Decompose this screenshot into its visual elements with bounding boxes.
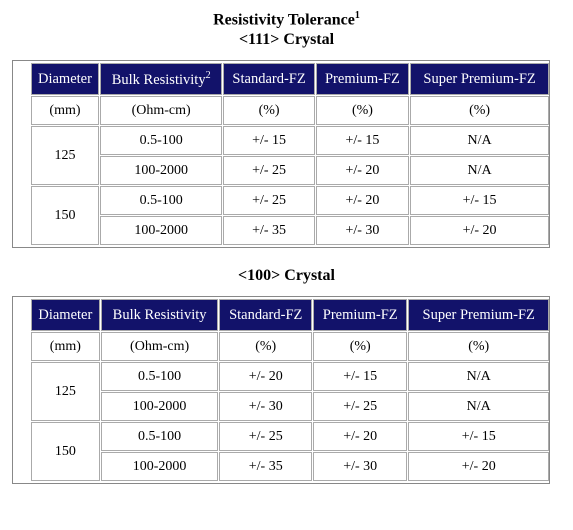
data-row: 100-2000 +/- 30 +/- 25 N/A — [31, 392, 549, 422]
unit-cell: (%) — [408, 332, 549, 362]
data-cell: 100-2000 — [99, 216, 223, 246]
unit-cell: (mm) — [31, 96, 99, 126]
page: Resistivity Tolerance1 <111> Crystal Diam… — [0, 6, 573, 530]
column-header: Diameter — [31, 63, 99, 96]
data-cell: 0.5-100 — [99, 186, 223, 216]
diameter-cell: 125 — [31, 126, 99, 186]
unit-cell: (mm) — [31, 332, 100, 362]
data-cell: +/- 20 — [408, 452, 549, 482]
data-cell: N/A — [408, 362, 549, 392]
data-cell: +/- 15 — [315, 126, 410, 156]
units-row: (mm) (Ohm-cm) (%) (%) (%) — [31, 96, 549, 126]
unit-cell: (%) — [410, 96, 549, 126]
table: Diameter Bulk Resistivity Standard-FZ Premi… — [30, 298, 550, 482]
column-header-text: Bulk Resistivity — [112, 306, 207, 323]
data-row: 100-2000 +/- 35 +/- 30 +/- 20 — [31, 452, 549, 482]
data-row: 150 0.5-100 +/- 25 +/- 20 +/- 15 — [31, 422, 549, 482]
column-header: Premium-FZ — [315, 63, 410, 96]
unit-cell: (%) — [312, 332, 408, 362]
column-header: Bulk Resistivity2 — [99, 63, 223, 96]
table-caption: <100> Crystal — [238, 267, 335, 285]
unit-cell: (Ohm-cm) — [100, 332, 219, 362]
column-header-text: Standard-FZ — [232, 70, 306, 87]
data-cell: 100-2000 — [100, 452, 219, 482]
content: <111> Crystal Diameter Bulk Resistivity2 St… — [0, 30, 573, 485]
title-note: 1 — [354, 10, 360, 21]
table: Diameter Bulk Resistivity2 Standard-FZ Prem… — [30, 62, 550, 246]
data-cell: 0.5-100 — [100, 362, 219, 392]
column-header-text: Premium-FZ — [322, 306, 398, 323]
data-row: 150 0.5-100 +/- 25 +/- 20 +/- 15 — [31, 186, 549, 246]
column-header-text: Diameter — [38, 306, 93, 323]
data-cell: 0.5-100 — [99, 126, 223, 156]
title: Resistivity Tolerance1 — [0, 6, 573, 30]
data-cell: +/- 20 — [219, 362, 312, 392]
data-row: 125 0.5-100 +/- 20 +/- 15 N/A — [31, 362, 549, 422]
data-cell: 100-2000 — [100, 392, 219, 422]
data-cell: +/- 35 — [223, 216, 315, 246]
column-header: Diameter — [31, 299, 100, 332]
data-cell: +/- 15 — [312, 362, 408, 392]
data-cell: +/- 30 — [312, 452, 408, 482]
data-cell: +/- 15 — [408, 422, 549, 452]
diameter-cell: 150 — [31, 422, 100, 482]
diameter-cell: 125 — [31, 362, 100, 422]
column-header-text: Diameter — [37, 70, 92, 87]
data-row: 100-2000 +/- 25 +/- 20 N/A — [31, 156, 549, 186]
data-cell: +/- 20 — [410, 216, 549, 246]
data-cell: +/- 15 — [223, 126, 315, 156]
data-cell: +/- 25 — [223, 186, 315, 216]
diameter-cell: 150 — [31, 186, 99, 246]
table-frame: Diameter Bulk Resistivity2 Standard-FZ Prem… — [12, 60, 550, 249]
column-header: Super Premium-FZ — [410, 63, 549, 96]
data-cell: 0.5-100 — [100, 422, 219, 452]
data-cell: +/- 15 — [410, 186, 549, 216]
column-header: Super Premium-FZ — [408, 299, 549, 332]
unit-cell: (%) — [223, 96, 315, 126]
title-text: Resistivity Tolerance — [213, 11, 355, 29]
unit-cell: (%) — [315, 96, 410, 126]
column-header-text: Premium-FZ — [324, 70, 400, 87]
table-frame: Diameter Bulk Resistivity Standard-FZ Premi… — [12, 296, 550, 485]
data-cell: +/- 25 — [312, 392, 408, 422]
data-cell: +/- 25 — [219, 422, 312, 452]
column-header-text: Bulk Resistivity — [111, 71, 206, 88]
column-note: 2 — [205, 69, 211, 81]
unit-cell: (%) — [219, 332, 312, 362]
table-caption: <111> Crystal — [238, 31, 335, 49]
column-header-text: Super Premium-FZ — [423, 70, 536, 87]
column-header: Premium-FZ — [312, 299, 408, 332]
column-header: Standard-FZ — [223, 63, 315, 96]
data-cell: +/- 20 — [312, 422, 408, 452]
data-row: 125 0.5-100 +/- 15 +/- 15 N/A — [31, 126, 549, 186]
column-header: Bulk Resistivity — [100, 299, 219, 332]
unit-cell: (Ohm-cm) — [99, 96, 223, 126]
data-cell: N/A — [410, 156, 549, 186]
column-header-text: Super Premium-FZ — [422, 306, 535, 323]
data-cell: 100-2000 — [99, 156, 223, 186]
data-row: 100-2000 +/- 35 +/- 30 +/- 20 — [31, 216, 549, 246]
header-row: Diameter Bulk Resistivity Standard-FZ Premi… — [31, 299, 549, 332]
data-cell: +/- 20 — [315, 186, 410, 216]
data-cell: N/A — [408, 392, 549, 422]
data-cell: +/- 20 — [315, 156, 410, 186]
data-cell: +/- 25 — [223, 156, 315, 186]
header-row: Diameter Bulk Resistivity2 Standard-FZ Prem… — [31, 63, 549, 96]
data-cell: +/- 30 — [219, 392, 312, 422]
column-header-text: Standard-FZ — [229, 306, 303, 323]
data-cell: N/A — [410, 126, 549, 156]
column-header: Standard-FZ — [219, 299, 312, 332]
data-cell: +/- 35 — [219, 452, 312, 482]
units-row: (mm) (Ohm-cm) (%) (%) (%) — [31, 332, 549, 362]
data-cell: +/- 30 — [315, 216, 410, 246]
